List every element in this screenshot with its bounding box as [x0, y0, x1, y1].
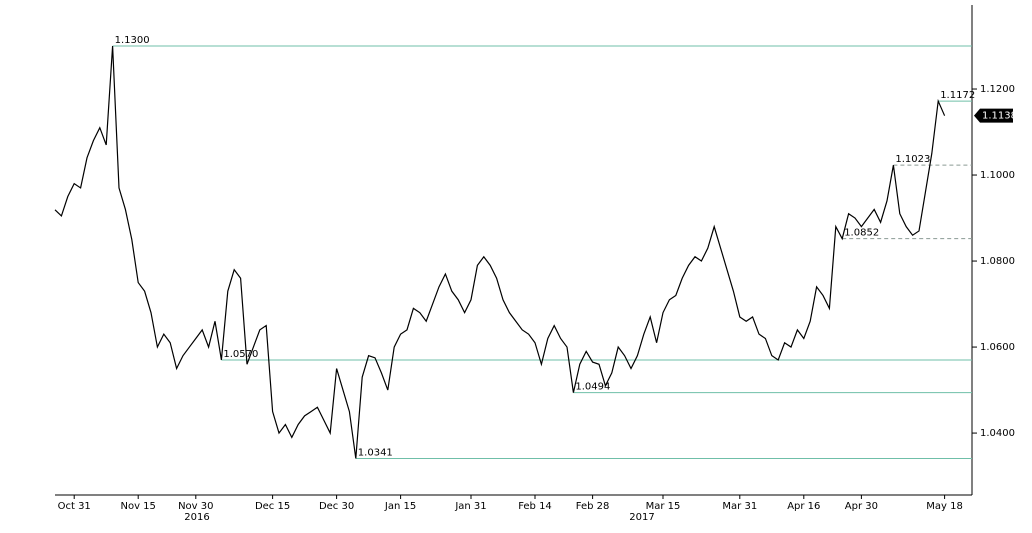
- last-price-label: 1.1138: [982, 111, 1017, 122]
- year-label: 2016: [184, 512, 209, 523]
- price-line: [54, 45, 946, 459]
- level-label: 1.0341: [358, 447, 393, 458]
- x-tick-label: May 18: [926, 501, 963, 512]
- last-price-tag: [974, 108, 1013, 123]
- x-tick-label: Jan 15: [384, 501, 416, 512]
- y-tick-label: 1.0400: [980, 428, 1015, 439]
- x-tick-label: Apr 16: [787, 501, 820, 512]
- x-tick-label: Jan 31: [454, 501, 486, 512]
- level-label: 1.1300: [115, 35, 150, 46]
- level-label: 1.0494: [575, 382, 610, 393]
- x-tick-label: Mar 31: [722, 501, 757, 512]
- y-tick-label: 1.1000: [980, 170, 1015, 181]
- x-tick-label: Nov 30: [178, 501, 213, 512]
- level-label: 1.0570: [223, 349, 258, 360]
- x-tick-label: Feb 14: [518, 501, 552, 512]
- level-label: 1.1023: [895, 154, 930, 165]
- x-tick-label: Oct 31: [58, 501, 91, 512]
- level-label: 1.1172: [940, 90, 975, 101]
- level-label: 1.0852: [844, 228, 879, 239]
- year-label: 2017: [629, 512, 654, 523]
- x-tick-label: Mar 15: [646, 501, 681, 512]
- x-tick-label: Apr 30: [845, 501, 878, 512]
- y-tick-label: 1.0600: [980, 342, 1015, 353]
- y-tick-label: 1.0800: [980, 256, 1015, 267]
- x-tick-label: Feb 28: [576, 501, 610, 512]
- x-tick-label: Nov 15: [120, 501, 155, 512]
- x-tick-label: Dec 30: [319, 501, 354, 512]
- x-tick-label: Dec 15: [255, 501, 290, 512]
- y-tick-label: 1.1200: [980, 84, 1015, 95]
